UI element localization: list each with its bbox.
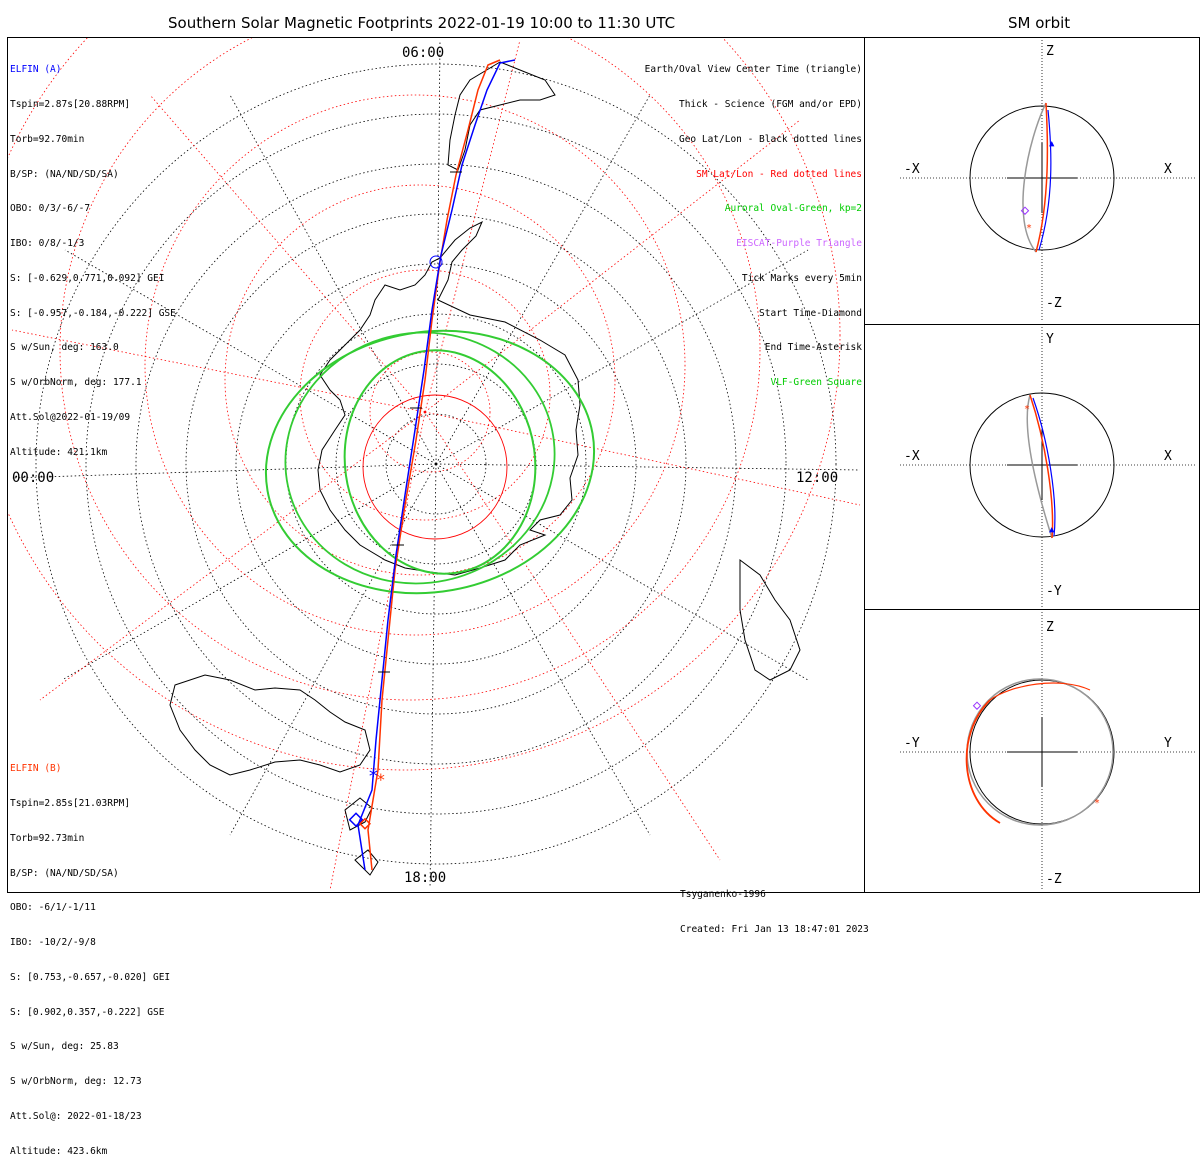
- main-title: Southern Solar Magnetic Footprints 2022-…: [168, 14, 676, 32]
- south-america-coast: [447, 61, 556, 171]
- legend-item-7: Start Time-Diamond: [759, 307, 862, 319]
- panel3-label-top: Z: [1046, 620, 1054, 635]
- legend-item-9: VLF-Green Square: [770, 377, 862, 389]
- legend-item-5: EISCAT-Purple Triangle: [736, 238, 862, 250]
- elfin-a-line-0: Tspin=2.87s[20.88RPM]: [10, 98, 131, 110]
- legend-item-6: Tick Marks every 5min: [741, 272, 862, 284]
- elfin-b-line-0: Tspin=2.85s[21.03RPM]: [10, 797, 131, 809]
- africa-tip-coast: [739, 559, 801, 681]
- elfin-a-line-3: OBO: 0/3/-6/-7: [10, 203, 91, 215]
- legend-item-3: SM Lat/Lon - Red dotted lines: [696, 168, 862, 180]
- orbit-title: SM orbit: [1008, 14, 1071, 32]
- elfin-a-info: ELFIN (A) Tspin=2.87s[20.88RPM] Torb=92.…: [10, 41, 176, 470]
- elfin-b-line-10: Altitude: 423.6km: [10, 1145, 108, 1157]
- panel2-label-top: Y: [1046, 332, 1054, 347]
- elfin-a-line-4: IBO: 0/8/-1/3: [10, 238, 85, 250]
- panel3-label-right: Y: [1164, 736, 1172, 751]
- elfin-a-line-10: Altitude: 421.1km: [10, 446, 108, 458]
- tick-marks: [378, 171, 462, 673]
- elfin-a-line-2: B/SP: (NA/ND/SD/SA): [10, 168, 119, 180]
- time-label-bottom: 18:00: [404, 870, 447, 886]
- sm-inner-circle: [362, 394, 508, 540]
- start-diamond-a: [348, 812, 364, 828]
- elfin-a-name: ELFIN (A): [10, 64, 62, 76]
- elfin-b-line-2: B/SP: (NA/ND/SD/SA): [10, 867, 119, 879]
- panel2-label-right: X: [1164, 449, 1172, 464]
- panel2-label-left: -X: [904, 449, 920, 464]
- australia-coast: [169, 674, 371, 776]
- elfin-b-line-3: OBO: -6/1/-1/11: [10, 902, 96, 914]
- elfin-b-line-4: IBO: -10/2/-9/8: [10, 937, 96, 949]
- end-asterisk-b: *: [376, 770, 386, 789]
- model-label: Tsyganenko-1996: [680, 889, 766, 901]
- elfin-b-line-6: S: [0.902,0.357,-0.222] GSE: [10, 1006, 165, 1018]
- time-label-left: 00:00: [12, 470, 55, 486]
- panel1-label-right: X: [1164, 162, 1172, 177]
- panel3-label-left: -Y: [904, 736, 920, 751]
- elfin-b-line-1: Torb=92.73min: [10, 832, 85, 844]
- legend-item-1: Thick - Science (FGM and/or EPD): [678, 98, 862, 110]
- end-asterisk-a: *: [368, 766, 379, 787]
- elfin-a-line-1: Torb=92.70min: [10, 133, 85, 145]
- legend: Earth/Oval View Center Time (triangle) T…: [645, 41, 862, 400]
- panel1-label-top: Z: [1046, 44, 1054, 59]
- legend-item-0: Earth/Oval View Center Time (triangle): [644, 64, 862, 76]
- time-label-top: 06:00: [402, 45, 445, 61]
- created-label: Created: Fri Jan 13 18:47:01 2023: [680, 923, 869, 935]
- panel1-label-left: -X: [904, 162, 920, 177]
- new-zealand-coast: [344, 797, 379, 876]
- elfin-b-line-7: S w/Sun, deg: 25.83: [10, 1041, 119, 1053]
- panel2-label-bottom: -Y: [1046, 584, 1062, 599]
- elfin-b-line-5: S: [0.753,-0.657,-0.020] GEI: [10, 971, 171, 983]
- elfin-a-line-8: S w/OrbNorm, deg: 177.1: [10, 377, 142, 389]
- polar-map: * *: [8, 38, 861, 891]
- legend-item-4: Auroral Oval-Green, kp=2: [724, 203, 862, 215]
- elfin-b-info: ELFIN (B) Tspin=2.85s[21.03RPM] Torb=92.…: [10, 740, 170, 1169]
- start-diamond-b: [358, 817, 372, 830]
- elfin-a-line-7: S w/Sun, deg: 163.0: [10, 342, 119, 354]
- elfin-b-line-8: S w/OrbNorm, deg: 12.73: [10, 1076, 142, 1088]
- elfin-a-line-5: S: [-0.629,0.771,0.092] GEI: [10, 272, 165, 284]
- elfin-b-track: [367, 59, 501, 871]
- credits: Tsyganenko-1996 Created: Fri Jan 13 18:4…: [680, 866, 869, 947]
- legend-item-8: End Time-Asterisk: [764, 342, 862, 354]
- elfin-b-line-9: Att.Sol@: 2022-01-18/23: [10, 1111, 142, 1122]
- elfin-a-line-9: Att.Sol@2022-01-19/09: [10, 412, 131, 423]
- panel1-label-bottom: -Z: [1046, 296, 1062, 311]
- time-label-right: 12:00: [796, 470, 839, 486]
- auroral-oval: [264, 329, 596, 595]
- legend-item-2: Geo Lat/Lon - Black dotted lines: [678, 133, 862, 145]
- elfin-b-name: ELFIN (B): [10, 763, 62, 775]
- sm-grid: [8, 38, 861, 891]
- elfin-a-track: [357, 59, 516, 871]
- panel3-label-bottom: -Z: [1046, 872, 1062, 887]
- center-circle: [429, 255, 443, 269]
- elfin-a-line-6: S: [-0.957,-0.184,-0.222] GSE: [10, 307, 176, 319]
- antarctica-coast: [317, 220, 581, 576]
- geo-grid: [11, 39, 861, 889]
